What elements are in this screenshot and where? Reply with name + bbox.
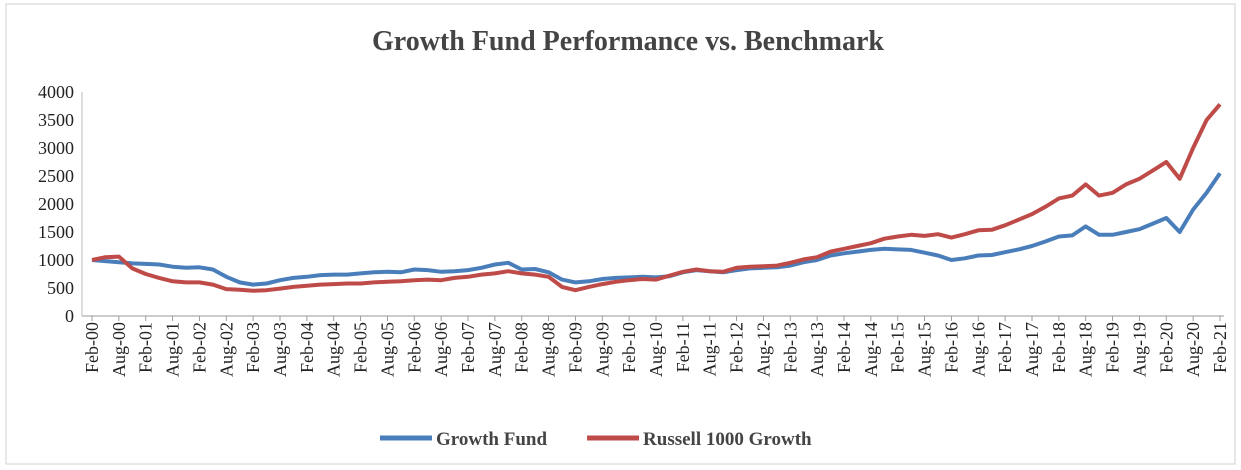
- y-tick-label: 2500: [38, 166, 74, 186]
- x-tick-label: Aug-15: [915, 322, 935, 377]
- y-tick-label: 1000: [38, 250, 74, 270]
- legend-label: Russell 1000 Growth: [643, 429, 812, 450]
- y-tick-label: 0: [65, 306, 74, 326]
- x-tick-label: Feb-12: [727, 322, 747, 373]
- x-tick-label: Aug-01: [163, 322, 183, 377]
- x-tick-label: Aug-14: [861, 322, 881, 377]
- x-tick-label: Aug-06: [431, 322, 451, 377]
- x-tick-label: Feb-11: [673, 322, 693, 372]
- x-tick-label: Feb-03: [243, 322, 263, 373]
- x-tick-label: Aug-17: [1022, 322, 1042, 377]
- legend-label: Growth Fund: [436, 429, 547, 450]
- x-tick-label: Aug-19: [1129, 322, 1149, 377]
- x-tick-label: Feb-06: [404, 322, 424, 373]
- y-tick-label: 3500: [38, 110, 74, 130]
- x-tick-label: Aug-09: [592, 322, 612, 377]
- x-tick-label: Aug-02: [216, 322, 236, 377]
- x-tick-label: Feb-14: [834, 322, 854, 373]
- x-tick-label: Feb-08: [512, 322, 532, 373]
- x-tick-label: Aug-00: [109, 322, 129, 377]
- x-tick-label: Aug-12: [753, 322, 773, 377]
- x-tick-label: Feb-17: [995, 322, 1015, 373]
- x-tick-label: Aug-20: [1183, 322, 1203, 377]
- y-tick-label: 2000: [38, 194, 74, 214]
- x-tick-label: Feb-10: [619, 322, 639, 373]
- x-tick-label: Aug-16: [968, 322, 988, 377]
- y-tick-label: 500: [47, 278, 74, 298]
- x-tick-label: Feb-09: [565, 322, 585, 373]
- chart-title: Growth Fund Performance vs. Benchmark: [372, 26, 884, 57]
- x-tick-label: Aug-11: [700, 322, 720, 376]
- chart-border: [5, 3, 1236, 465]
- x-tick-label: Aug-04: [324, 322, 344, 377]
- x-tick-label: Feb-07: [458, 322, 478, 373]
- x-tick-label: Feb-00: [82, 322, 102, 373]
- y-tick-label: 1500: [38, 222, 74, 242]
- x-tick-label: Aug-08: [539, 322, 559, 377]
- x-tick-label: Feb-21: [1210, 322, 1230, 373]
- x-tick-label: Feb-20: [1156, 322, 1176, 373]
- x-tick-label: Feb-01: [136, 322, 156, 373]
- x-tick-label: Feb-13: [780, 322, 800, 373]
- x-tick-label: Aug-13: [807, 322, 827, 377]
- y-tick-label: 3000: [38, 138, 74, 158]
- x-tick-label: Aug-05: [377, 322, 397, 377]
- x-tick-label: Feb-02: [189, 322, 209, 373]
- x-tick-label: Aug-07: [485, 322, 505, 377]
- y-tick-label: 4000: [38, 82, 74, 102]
- x-tick-label: Feb-16: [941, 322, 961, 373]
- line-series: [91, 172, 1222, 287]
- x-tick-label: Feb-15: [888, 322, 908, 373]
- x-tick-label: Feb-18: [1049, 322, 1069, 373]
- x-tick-label: Aug-18: [1076, 322, 1096, 377]
- x-tick-label: Feb-19: [1103, 322, 1123, 373]
- x-tick-label: Feb-04: [297, 322, 317, 373]
- x-tick-label: Feb-05: [351, 322, 371, 373]
- x-tick-label: Aug-03: [270, 322, 290, 377]
- line-series: [91, 103, 1222, 293]
- x-tick-label: Aug-10: [646, 322, 666, 377]
